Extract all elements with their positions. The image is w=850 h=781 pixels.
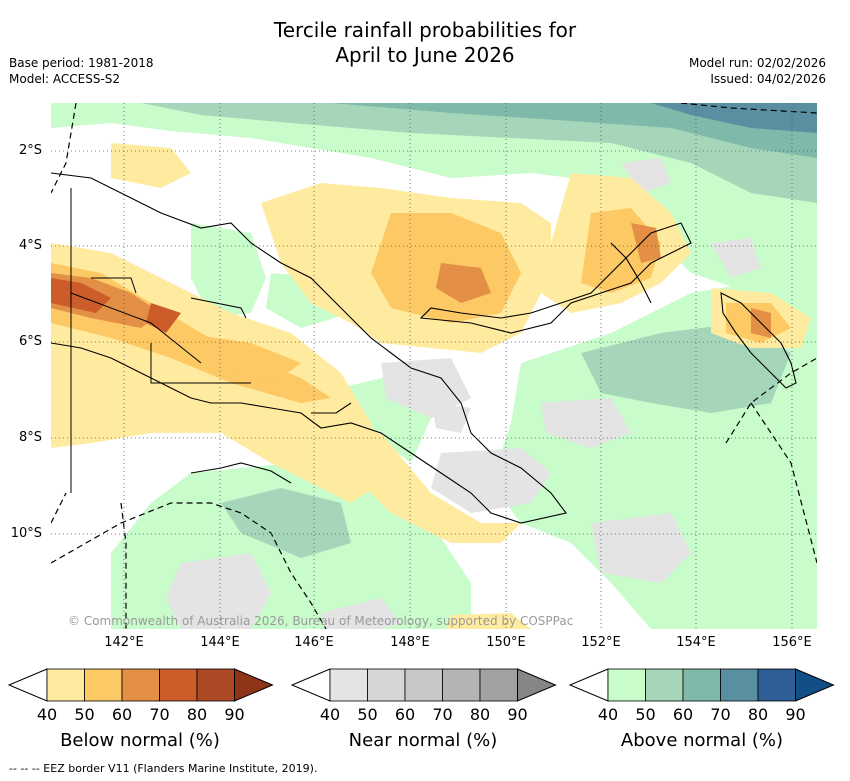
colorbar-tick-label: 60 [394,705,416,724]
lon-label: 156°E [772,635,812,650]
below-normal-shading [51,143,811,629]
colorbar-segment [46,668,85,702]
colorbar-segment [645,668,684,702]
colorbar-over-arrow [517,668,557,702]
colorbar-tick-label: 50 [635,705,656,724]
colorbar-under-arrow [7,668,48,702]
lat-label: 8°S [18,430,42,445]
colorbar-segment [442,668,481,702]
eez-borders [51,103,817,629]
colorbar-tick-label: 90 [224,705,245,724]
colorbar-segment [196,668,235,702]
colorbar-tick-label: 80 [186,705,208,724]
base-period: Base period: 1981-2018 [9,56,154,70]
colorbar-segment [757,668,796,702]
colorbar-segment [367,668,406,702]
colorbar-below-normal [7,668,274,702]
colorbar-tick-label: 70 [432,705,453,724]
country-borders [70,188,251,493]
colorbar-above-normal [568,668,835,702]
colorbar-segment [159,668,198,702]
probability-map [51,103,817,629]
lon-label: 150°E [486,635,526,650]
title-line-1: Tercile rainfall probabilities for [273,18,577,42]
meta-right: Model run: 02/02/2026 Issued: 04/02/2026 [689,55,826,87]
chart-title: Tercile rainfall probabilities for April… [0,18,850,68]
above-normal-shading [51,103,817,629]
lon-label: 152°E [581,635,621,650]
colorbar-near-normal [290,668,557,702]
colorbar-tick-label: 80 [747,705,769,724]
colorbar-tick-label: 60 [111,705,133,724]
issued-date: Issued: 04/02/2026 [710,72,826,86]
title-line-2: April to June 2026 [335,43,515,67]
lon-label: 148°E [390,635,430,650]
colorbar-over-arrow [795,668,835,702]
lon-label: 146°E [294,635,334,650]
lat-label: 6°S [18,334,42,349]
colorbar-tick-label: 90 [785,705,806,724]
near-normal-label: Near normal (%) [348,730,498,751]
colorbar-tick-label: 70 [149,705,170,724]
colorbar-segment [682,668,721,702]
lon-label: 154°E [676,635,716,650]
above-normal-label: Above normal (%) [620,730,784,751]
colorbar-segment [84,668,123,702]
colorbar-segment [121,668,160,702]
coastlines [51,172,797,524]
colorbar-segment [607,668,646,702]
colorbar-under-arrow [290,668,331,702]
colorbar-tick-label: 70 [710,705,731,724]
near-normal-shading [166,158,761,629]
colorbar-under-arrow [568,668,609,702]
meta-left: Base period: 1981-2018 Model: ACCESS-S2 [9,55,154,87]
model-run: Model run: 02/02/2026 [688,56,826,70]
colorbars [7,668,835,702]
colorbar-tick-label: 40 [597,705,619,724]
below-normal-label: Below normal (%) [60,730,220,751]
copyright-notice: © Commonwealth of Australia 2026, Bureau… [68,614,574,628]
lon-label: 142°E [104,635,144,650]
colorbar-tick-label: 50 [74,705,95,724]
colorbar-tick-label: 80 [469,705,491,724]
colorbar-segment [720,668,759,702]
model-name: Model: ACCESS-S2 [9,72,121,86]
colorbar-tick-label: 40 [36,705,58,724]
colorbar-over-arrow [234,668,274,702]
colorbar-tick-label: 90 [507,705,528,724]
colorbar-tick-label: 40 [319,705,341,724]
colorbar-segment [404,668,443,702]
lat-label: 4°S [18,238,42,253]
colorbar-tick-label: 50 [357,705,378,724]
eez-footnote: -- -- -- EEZ border V11 (Flanders Marine… [9,762,318,775]
lat-label: 10°S [10,526,42,541]
lat-label: 2°S [18,143,42,158]
colorbar-tick-label: 60 [672,705,694,724]
lon-label: 144°E [200,635,240,650]
colorbar-segment [329,668,368,702]
colorbar-segment [479,668,518,702]
